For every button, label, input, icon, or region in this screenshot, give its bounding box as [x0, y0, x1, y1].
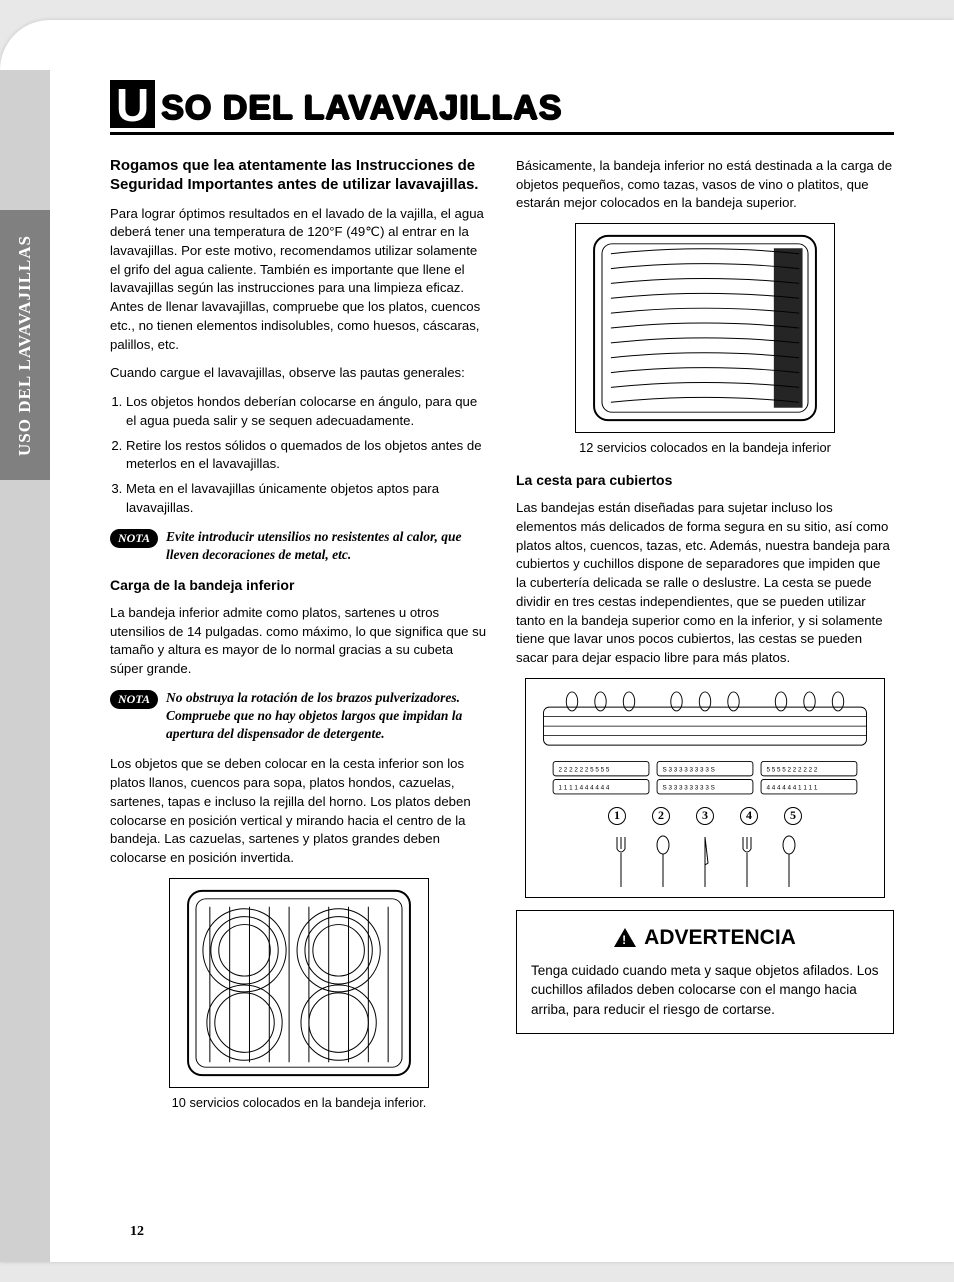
- circled-1: 1: [608, 807, 626, 825]
- fig1-caption: 10 servicios colocados en la bandeja inf…: [110, 1094, 488, 1112]
- circled-3: 3: [696, 807, 714, 825]
- svg-text:S 3 3 3 3 3 3 3 3 S: S 3 3 3 3 3 3 3 3 S: [663, 784, 715, 791]
- warning-triangle-icon: [614, 928, 636, 947]
- content-columns: Rogamos que lea atentamente las Instrucc…: [110, 157, 894, 1126]
- list-item: Meta en el lavavajillas únicamente objet…: [126, 480, 488, 517]
- circled-numbers-row: 1 2 3 4 5: [608, 807, 802, 825]
- left-p1: Para lograr óptimos resultados en el lav…: [110, 205, 488, 355]
- right-p2: Las bandejas están diseñadas para sujeta…: [516, 499, 894, 668]
- left-column: Rogamos que lea atentamente las Instrucc…: [110, 157, 488, 1126]
- title-dropcap: U: [110, 80, 155, 128]
- circled-5: 5: [784, 807, 802, 825]
- svg-text:4 4 4 4 4 4 1 1 1 1: 4 4 4 4 4 4 1 1 1 1: [766, 784, 817, 791]
- warning-title: ADVERTENCIA: [644, 923, 796, 953]
- circled-2: 2: [652, 807, 670, 825]
- figure-lower-rack-10: [169, 878, 429, 1088]
- title-rest: SO DEL LAVAVAJILLAS: [161, 89, 562, 128]
- guidelines-list: Los objetos hondos deberían colocarse en…: [110, 393, 488, 517]
- side-tab-label: USO DEL LAVAVAJILLAS: [15, 235, 35, 456]
- nota-text: No obstruya la rotación de los brazos pu…: [166, 689, 488, 744]
- nota-text: Evite introducir utensilios no resistent…: [166, 528, 488, 564]
- side-tab-1: [0, 70, 50, 140]
- subheading-cesta: La cesta para cubiertos: [516, 471, 894, 491]
- right-p1: Básicamente, la bandeja inferior no está…: [516, 157, 894, 213]
- cutlery-basket-icon: [534, 687, 876, 756]
- subheading-carga: Carga de la bandeja inferior: [110, 576, 488, 596]
- fork-icon: [738, 835, 756, 889]
- spoon-icon: [780, 835, 798, 889]
- page-title-row: U SO DEL LAVAVAJILLAS: [110, 80, 894, 135]
- side-tab-2: [0, 140, 50, 210]
- figure-cutlery-basket: 2 2 2 2 2 2 5 5 5 5 S 3 3 3 3 3 3 3 3 S 5 …: [525, 678, 885, 898]
- left-p3: La bandeja inferior admite como platos, …: [110, 604, 488, 679]
- nota-badge: NOTA: [110, 690, 158, 709]
- right-column: Básicamente, la bandeja inferior no está…: [516, 157, 894, 1126]
- figure-lower-rack-12: [575, 223, 835, 433]
- warning-body: Tenga cuidado cuando meta y saque objeto…: [531, 961, 879, 1020]
- knife-icon: [696, 835, 714, 889]
- fig2-caption: 12 servicios colocados en la bandeja inf…: [516, 439, 894, 457]
- side-tab-active: USO DEL LAVAVAJILLAS: [0, 210, 50, 480]
- intro-heading: Rogamos que lea atentamente las Instrucc…: [110, 157, 488, 195]
- svg-text:1 1 1 1 4 4 4 4 4 4: 1 1 1 1 4 4 4 4 4 4: [559, 784, 610, 791]
- left-p2: Cuando cargue el lavavajillas, observe l…: [110, 364, 488, 383]
- list-item: Retire los restos sólidos o quemados de …: [126, 437, 488, 474]
- cutlery-grid-icon: 2 2 2 2 2 2 5 5 5 5 S 3 3 3 3 3 3 3 3 S 5 …: [534, 756, 876, 801]
- manual-page: USO DEL LAVAVAJILLAS U SO DEL LAVAVAJILL…: [0, 20, 954, 1262]
- list-item: Los objetos hondos deberían colocarse en…: [126, 393, 488, 430]
- fork-icon: [612, 835, 630, 889]
- warning-box: ADVERTENCIA Tenga cuidado cuando meta y …: [516, 910, 894, 1035]
- warning-heading: ADVERTENCIA: [531, 923, 879, 953]
- side-tab-4: [0, 480, 50, 1262]
- rack-diagram-icon: [576, 224, 834, 432]
- svg-text:2 2 2 2 2 2 5 5 5 5: 2 2 2 2 2 2 5 5 5 5: [559, 766, 610, 773]
- nota-1: NOTA Evite introducir utensilios no resi…: [110, 528, 488, 564]
- spoon-icon: [654, 835, 672, 889]
- utensil-icons-row: [612, 835, 798, 889]
- svg-text:S 3 3 3 3 3 3 3 3 S: S 3 3 3 3 3 3 3 3 S: [663, 766, 715, 773]
- page-number: 12: [130, 1224, 144, 1240]
- nota-2: NOTA No obstruya la rotación de los braz…: [110, 689, 488, 744]
- circled-4: 4: [740, 807, 758, 825]
- nota-badge: NOTA: [110, 529, 158, 548]
- left-p4: Los objetos que se deben colocar en la c…: [110, 755, 488, 867]
- svg-text:5 5 5 5 2 2 2 2 2 2: 5 5 5 5 2 2 2 2 2 2: [766, 766, 817, 773]
- side-tab-stack: USO DEL LAVAVAJILLAS: [0, 70, 50, 1262]
- rack-diagram-icon: [170, 879, 428, 1087]
